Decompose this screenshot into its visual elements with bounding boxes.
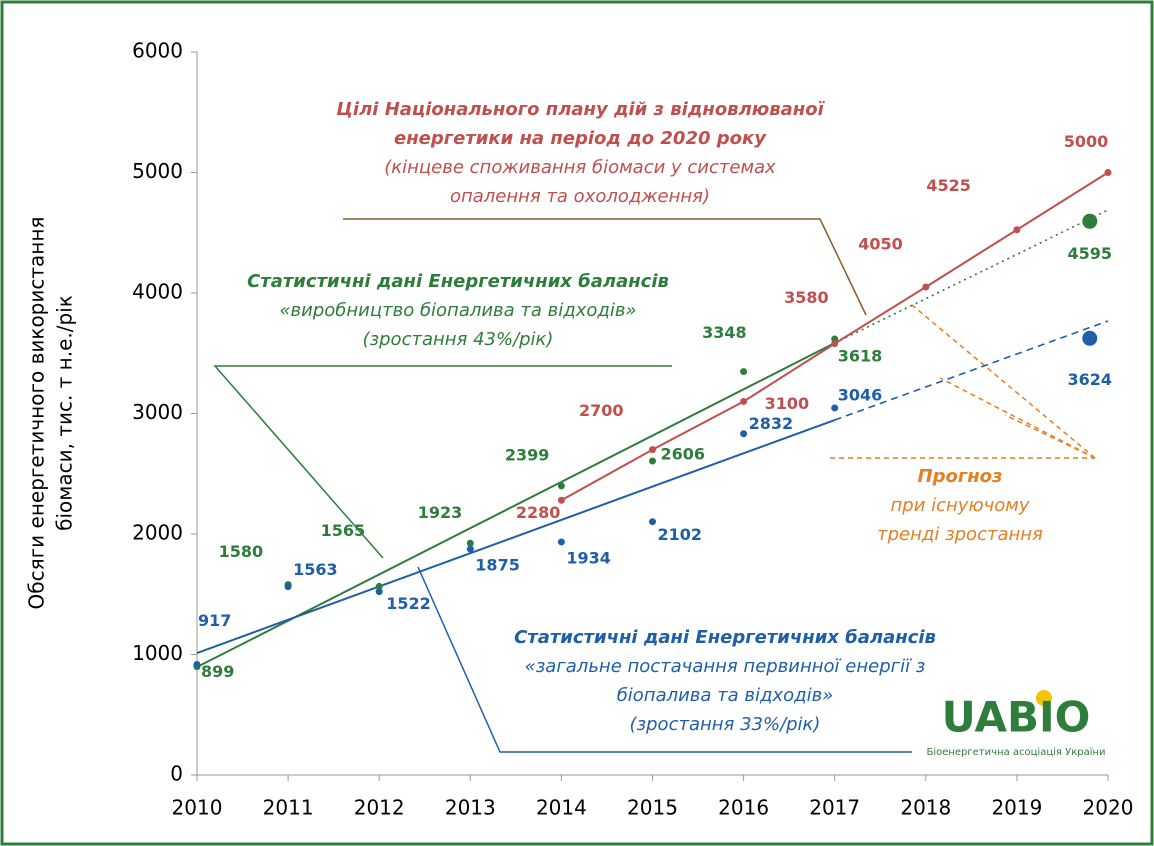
leader-line [213, 365, 672, 559]
y-tick-label: 1000 [132, 641, 183, 665]
data-label: 3618 [838, 347, 883, 366]
data-label: 1934 [566, 548, 611, 567]
data-label: 3348 [702, 323, 747, 342]
data-label: 917 [198, 611, 231, 630]
x-tick-label: 2018 [900, 796, 951, 820]
y-label-line: біомаси, тис. т н.е./рік [53, 295, 77, 531]
annotation: (кінцеве споживання біомаси у системах [384, 157, 776, 178]
data-point [1104, 169, 1112, 176]
data-label: 2606 [661, 444, 706, 463]
x-tick-label: 2014 [536, 796, 587, 820]
data-point [649, 518, 656, 526]
annotation: Цілі Національного плану дій з відновлюв… [336, 99, 825, 120]
trend-line [196, 419, 836, 654]
data-label: 1875 [475, 556, 520, 575]
data-label: 2102 [658, 525, 703, 544]
annotation: (зростання 33%/рік) [630, 714, 821, 735]
leader-line [417, 566, 912, 753]
data-label: 1580 [219, 542, 264, 561]
data-label: 1923 [418, 503, 463, 522]
data-label: 4595 [1068, 244, 1113, 263]
x-tick-label: 2010 [172, 796, 223, 820]
forecast-point [1082, 213, 1098, 229]
data-point [557, 496, 565, 504]
logo-name: UABIO [942, 693, 1091, 742]
data-label: 3580 [784, 288, 829, 307]
y-label: Обсяги енергетичного використання біомас… [25, 217, 77, 610]
data-point [557, 538, 565, 546]
data-point [466, 545, 474, 553]
logo: UABIO Біоенергетична асоціація України [926, 690, 1106, 758]
x-tick-label: 2016 [718, 796, 769, 820]
y-tick-label: 3000 [132, 400, 183, 424]
trend-line [834, 209, 1109, 344]
logo-caption: Біоенергетична асоціація України [926, 746, 1105, 758]
data-point [557, 482, 565, 490]
annotations: Цілі Національного плану дій з відновлюв… [247, 99, 1043, 735]
annotation: «виробництво біопалива та відходів» [279, 300, 636, 321]
data-point [193, 661, 201, 669]
data-label: 2832 [749, 414, 794, 433]
y-tick-label: 4000 [132, 280, 183, 304]
x-tick-label: 2020 [1083, 796, 1134, 820]
x-tick-label: 2013 [445, 796, 496, 820]
leader-line [343, 218, 867, 316]
data-point [284, 583, 292, 591]
x-tick-label: 2019 [991, 796, 1042, 820]
data-label: 2700 [579, 401, 624, 420]
annotation: (зростання 43%/рік) [363, 329, 554, 350]
y-tick-label: 6000 [132, 39, 183, 63]
data-label: 3100 [765, 394, 810, 413]
annotation: енергетики на період до 2020 року [394, 128, 767, 149]
annotation: «загальне постачання первинної енергії з [525, 656, 926, 677]
data-point [922, 283, 930, 291]
data-label: 3624 [1068, 370, 1113, 389]
y-tick-label: 0 [170, 762, 183, 786]
data-label: 3046 [838, 385, 883, 404]
data-point [466, 539, 474, 547]
annotation: біопалива та відходів» [617, 685, 834, 706]
y-label-line: Обсяги енергетичного використання [25, 217, 49, 610]
data-point [740, 397, 748, 405]
data-point [740, 430, 748, 438]
data-label: 5000 [1064, 132, 1109, 151]
y-tick-label: 5000 [132, 159, 183, 183]
data-point [1013, 226, 1021, 234]
annotation: Статистичні дані Енергетичних балансів [247, 271, 669, 292]
data-point [740, 368, 748, 376]
data-label: 2280 [516, 503, 561, 522]
data-point [375, 588, 383, 596]
data-label: 1522 [386, 594, 431, 613]
x-tick-label: 2015 [627, 796, 678, 820]
data-point [375, 582, 383, 590]
data-label: 4050 [858, 234, 903, 253]
annotation: при існуючому [891, 495, 1030, 516]
data-point [831, 404, 839, 412]
annotation: опалення та охолодження) [450, 186, 710, 207]
data-label: 1563 [293, 560, 338, 579]
data-label: 2399 [505, 445, 550, 464]
data-label: 1565 [321, 521, 366, 540]
x-tick-label: 2011 [263, 796, 314, 820]
forecast-leaders [830, 304, 1096, 459]
data-point [649, 446, 656, 454]
annotation: тренді зростання [877, 524, 1043, 545]
data-label: 4525 [926, 176, 971, 195]
data-point [831, 340, 839, 348]
x-tick-label: 2012 [354, 796, 405, 820]
trend-line [196, 342, 836, 668]
data-point [649, 457, 656, 465]
x-tick-label: 2017 [809, 796, 860, 820]
annotation: Прогноз [918, 466, 1003, 487]
y-tick-label: 2000 [132, 521, 183, 545]
forecast-point [1082, 330, 1098, 346]
data-label: 899 [201, 662, 234, 681]
annotation: Статистичні дані Енергетичних балансів [514, 627, 936, 648]
trend-line [834, 320, 1109, 421]
